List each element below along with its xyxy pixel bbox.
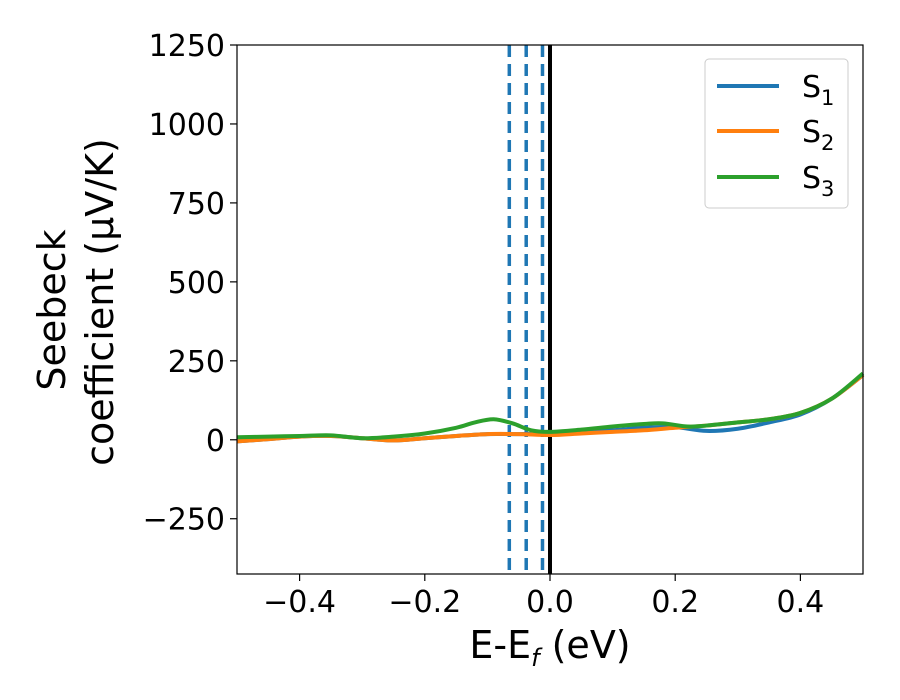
y-axis-label-line2: coefficient (μV/K) [78, 138, 122, 466]
legend-label-s1-main: S [802, 70, 821, 105]
legend-label-s3: S3 [802, 161, 834, 201]
x-axis-ticks: −0.4 −0.2 0.0 0.2 0.4 [263, 574, 824, 620]
y-tick-label: 1000 [149, 108, 225, 143]
x-axis-label: E-Ef (eV) [469, 623, 630, 672]
legend-box [704, 58, 849, 209]
y-tick-label: 1250 [149, 29, 225, 64]
y-axis-label-line1: Seebeck [30, 229, 74, 390]
series-line-s3 [236, 371, 865, 441]
x-tick-label: −0.4 [263, 585, 336, 620]
legend-label-s3-sub: 3 [821, 177, 834, 201]
x-axis-label-suffix: (eV) [540, 623, 631, 667]
legend-label-s1-sub: 1 [821, 86, 834, 110]
legend-label-s1: S1 [802, 70, 834, 110]
legend: S1 S2 S3 [704, 58, 849, 209]
legend-label-s2-sub: 2 [821, 131, 834, 155]
y-tick-label: −250 [143, 503, 225, 538]
y-tick-label: 250 [168, 345, 225, 380]
x-tick-label: −0.2 [388, 585, 461, 620]
x-tick-label: 0.0 [526, 585, 574, 620]
legend-label-s3-main: S [802, 161, 821, 196]
legend-label-s2: S2 [802, 115, 834, 155]
y-tick-label: 500 [168, 266, 225, 301]
vertical-lines [507, 45, 552, 574]
x-axis-label-main: E-E [469, 623, 531, 667]
series-layer [236, 371, 865, 444]
x-tick-label: 0.2 [651, 585, 699, 620]
legend-label-s2-main: S [802, 115, 821, 150]
y-tick-label: 0 [206, 424, 225, 459]
y-axis-ticks: −250 0 250 500 750 1000 1250 [143, 29, 237, 538]
y-tick-label: 750 [168, 187, 225, 222]
x-tick-label: 0.4 [777, 585, 825, 620]
